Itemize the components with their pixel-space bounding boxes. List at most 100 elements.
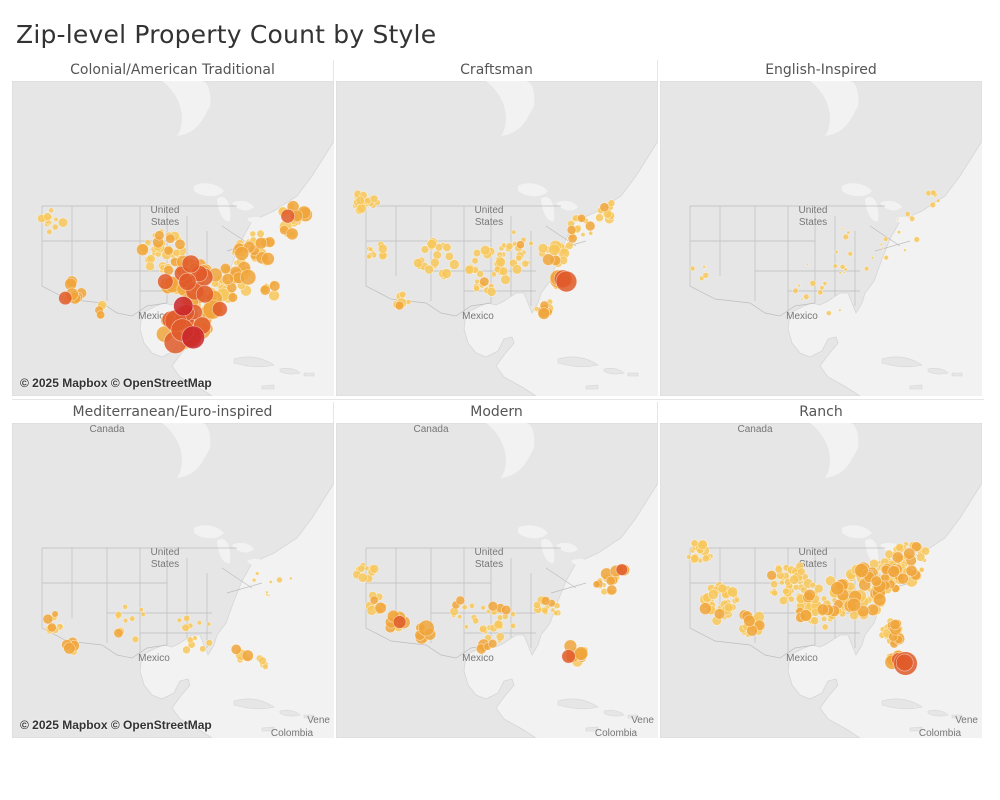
zip-bubble[interactable] [268, 579, 273, 584]
zip-bubble[interactable] [476, 270, 484, 278]
zip-bubble[interactable] [697, 539, 708, 550]
zip-bubble[interactable] [552, 610, 559, 616]
zip-bubble[interactable] [369, 194, 379, 204]
zip-bubble[interactable] [920, 546, 930, 556]
zip-bubble[interactable] [895, 543, 904, 552]
zip-bubble[interactable] [196, 620, 202, 626]
zip-bubble[interactable] [723, 602, 734, 613]
zip-bubble[interactable] [774, 565, 783, 574]
zip-bubble[interactable] [883, 255, 889, 261]
zip-bubble[interactable] [817, 289, 824, 296]
zip-bubble[interactable] [592, 580, 601, 589]
zip-bubble[interactable] [157, 273, 174, 290]
zip-bubble[interactable] [511, 229, 517, 235]
zip-bubble[interactable] [873, 593, 887, 607]
zip-bubble[interactable] [792, 583, 800, 591]
zip-bubble[interactable] [910, 541, 922, 552]
zip-bubble[interactable] [515, 254, 523, 262]
zip-bubble[interactable] [486, 286, 497, 297]
zip-bubble[interactable] [181, 623, 190, 632]
zip-bubble[interactable] [457, 614, 463, 620]
zip-bubble[interactable] [487, 639, 498, 649]
zip-bubble[interactable] [463, 624, 469, 630]
zip-bubble[interactable] [702, 272, 710, 279]
zip-bubble[interactable] [136, 243, 149, 256]
zip-bubble[interactable] [258, 656, 267, 665]
map-attribution[interactable]: © 2025 Mapbox © OpenStreetMap [20, 718, 212, 732]
zip-bubble[interactable] [176, 617, 182, 623]
zip-bubble[interactable] [846, 230, 851, 235]
zip-bubble[interactable] [474, 278, 480, 285]
zip-bubble[interactable] [42, 613, 54, 625]
zip-bubble[interactable] [182, 645, 191, 655]
zip-bubble[interactable] [889, 619, 901, 631]
zip-bubble[interactable] [821, 615, 828, 622]
zip-bubble[interactable] [262, 663, 269, 670]
zip-bubble[interactable] [903, 248, 907, 252]
zip-bubble[interactable] [897, 230, 902, 235]
zip-bubble[interactable] [48, 207, 54, 214]
zip-bubble[interactable] [221, 273, 234, 286]
zip-bubble[interactable] [377, 243, 388, 254]
zip-bubble[interactable] [205, 639, 214, 647]
zip-bubble[interactable] [374, 601, 387, 614]
zip-bubble[interactable] [129, 615, 136, 622]
zip-bubble[interactable] [114, 611, 123, 619]
zip-bubble[interactable] [821, 623, 829, 631]
zip-bubble[interactable] [472, 617, 480, 625]
zip-bubble[interactable] [186, 636, 194, 644]
zip-bubble[interactable] [588, 230, 594, 236]
zip-bubble[interactable] [803, 589, 816, 602]
zip-bubble[interactable] [792, 287, 799, 294]
zip-bubble[interactable] [444, 251, 454, 261]
zip-bubble[interactable] [803, 293, 810, 300]
zip-bubble[interactable] [542, 253, 555, 266]
zip-bubble[interactable] [717, 583, 728, 594]
zip-bubble[interactable] [51, 223, 59, 231]
zip-bubble[interactable] [479, 276, 490, 287]
zip-bubble[interactable] [96, 310, 106, 320]
zip-bubble[interactable] [690, 554, 700, 564]
zip-bubble[interactable] [797, 283, 801, 288]
zip-bubble[interactable] [606, 584, 618, 596]
zip-bubble[interactable] [430, 257, 440, 268]
zip-bubble[interactable] [424, 264, 434, 275]
zip-bubble[interactable] [918, 566, 925, 573]
zip-bubble[interactable] [472, 248, 482, 258]
zip-bubble[interactable] [426, 239, 437, 250]
zip-bubble[interactable] [365, 253, 372, 260]
zip-bubble[interactable] [690, 539, 699, 547]
zip-bubble[interactable] [51, 610, 59, 618]
zip-bubble[interactable] [822, 281, 828, 286]
zip-bubble[interactable] [883, 236, 889, 242]
zip-bubble[interactable] [413, 258, 424, 269]
zip-bubble[interactable] [501, 604, 512, 616]
zip-bubble[interactable] [394, 300, 405, 311]
zip-bubble[interactable] [887, 565, 900, 578]
zip-bubble[interactable] [913, 236, 920, 243]
zip-bubble[interactable] [442, 242, 452, 252]
zip-bubble[interactable] [771, 589, 778, 597]
zip-bubble[interactable] [63, 642, 76, 655]
zip-bubble[interactable] [916, 552, 926, 562]
zip-bubble[interactable] [870, 575, 882, 587]
zip-bubble[interactable] [469, 602, 476, 609]
zip-bubble[interactable] [896, 218, 899, 221]
zip-bubble[interactable] [441, 268, 452, 279]
zip-bubble[interactable] [174, 238, 186, 250]
zip-bubble[interactable] [251, 577, 257, 583]
zip-bubble[interactable] [479, 624, 488, 633]
zip-bubble[interactable] [181, 325, 205, 350]
zip-bubble[interactable] [183, 614, 191, 622]
zip-bubble[interactable] [122, 603, 128, 610]
zip-bubble[interactable] [838, 308, 842, 312]
zip-bubble[interactable] [930, 189, 937, 196]
zip-bubble[interactable] [510, 611, 516, 617]
zip-bubble[interactable] [285, 227, 299, 241]
zip-bubble[interactable] [178, 272, 197, 291]
zip-bubble[interactable] [819, 285, 825, 291]
zip-bubble[interactable] [842, 233, 850, 241]
